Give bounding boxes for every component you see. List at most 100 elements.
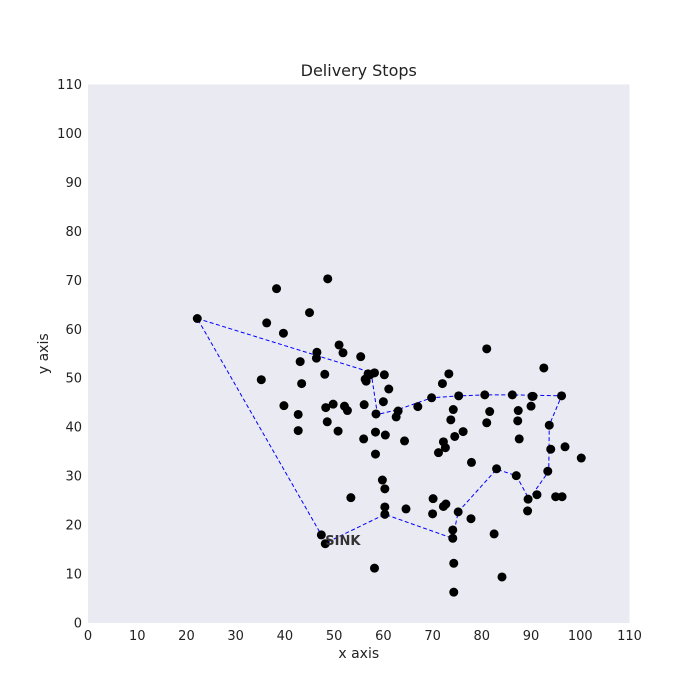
y-tick-label: 70: [65, 274, 82, 289]
x-tick-label: 20: [178, 629, 195, 644]
stop-point: [543, 466, 553, 476]
stop-point: [378, 397, 388, 407]
stop-point: [532, 490, 542, 500]
y-tick-label: 50: [65, 372, 82, 387]
stop-point: [305, 308, 315, 318]
x-tick-label: 100: [568, 629, 593, 644]
stop-point: [377, 475, 387, 485]
stop-point: [316, 530, 326, 540]
chart-title: Delivery Stops: [301, 61, 417, 80]
stop-point: [293, 426, 303, 436]
y-tick-label: 100: [57, 127, 82, 142]
stop-point: [384, 384, 394, 394]
stop-point: [448, 533, 458, 543]
stop-point: [444, 369, 454, 379]
x-tick-label: 60: [375, 629, 392, 644]
stop-point: [321, 403, 331, 413]
stop-point: [466, 514, 476, 524]
stop-point: [480, 390, 490, 400]
stop-point: [428, 494, 438, 504]
stop-point: [482, 344, 492, 354]
stop-point: [448, 525, 458, 535]
stop-point: [528, 391, 538, 401]
stop-point: [370, 449, 380, 459]
stop-point: [323, 274, 333, 284]
stop-point: [551, 492, 561, 502]
stop-point: [338, 348, 348, 358]
stop-point: [433, 448, 443, 458]
stop-point: [526, 401, 536, 411]
points-layer: [192, 274, 586, 597]
stop-point: [489, 529, 499, 539]
y-tick-label: 0: [74, 617, 82, 632]
stop-point: [279, 401, 289, 411]
stop-point: [546, 444, 556, 454]
stop-point: [448, 405, 458, 415]
stop-point: [320, 369, 330, 379]
x-tick-label: 10: [129, 629, 146, 644]
stop-point: [413, 402, 423, 412]
y-tick-label: 40: [65, 421, 82, 436]
y-tick-label: 60: [65, 323, 82, 338]
stop-point: [446, 415, 456, 425]
stop-point: [371, 409, 381, 419]
stop-point: [513, 416, 523, 426]
stop-point: [380, 502, 390, 512]
stop-point: [482, 418, 492, 428]
stop-point: [328, 399, 338, 409]
y-tick-label: 110: [57, 78, 82, 93]
y-tick-label: 10: [65, 568, 82, 583]
x-tick-label: 0: [84, 629, 92, 644]
stop-point: [544, 420, 554, 430]
stop-point: [449, 587, 459, 597]
y-axis-label: y axis: [36, 333, 52, 374]
stop-point: [523, 506, 533, 516]
stop-point: [278, 328, 288, 338]
stop-point: [453, 507, 463, 517]
stop-point: [346, 493, 356, 503]
stop-point: [370, 563, 380, 573]
y-tick-labels: 0 10 20 30 40 50 60 70 80 90 100 110: [57, 78, 82, 632]
stop-point: [272, 284, 282, 294]
route-layer: [196, 318, 563, 544]
stop-point: [311, 353, 321, 363]
stop-point: [380, 430, 390, 440]
stop-point: [320, 539, 330, 549]
stop-point: [523, 494, 533, 504]
stop-point: [441, 499, 451, 509]
stop-point: [334, 340, 344, 350]
stop-point: [370, 368, 380, 378]
stop-point: [401, 504, 411, 514]
stop-point: [454, 391, 464, 401]
x-tick-label: 30: [227, 629, 244, 644]
stop-point: [333, 426, 343, 436]
stop-point: [514, 434, 524, 444]
x-tick-label: 90: [523, 629, 540, 644]
stop-point: [262, 318, 272, 328]
stop-point: [557, 391, 567, 401]
route-line: [196, 318, 563, 544]
stop-point: [437, 379, 447, 389]
stop-point: [356, 352, 366, 362]
stop-point: [513, 406, 523, 416]
stop-point: [458, 427, 468, 437]
annotation-layer: SINK: [325, 534, 361, 549]
x-tick-label: 50: [326, 629, 343, 644]
stop-point: [256, 375, 266, 385]
stop-point: [560, 442, 570, 452]
stop-point: [359, 434, 369, 444]
stop-point: [466, 457, 476, 467]
stop-point: [297, 379, 307, 389]
stop-point: [450, 431, 460, 441]
stop-point: [539, 363, 549, 373]
stop-point: [427, 393, 437, 403]
stop-point: [379, 370, 389, 380]
stop-point: [497, 572, 507, 582]
stop-point: [322, 417, 332, 427]
stop-point: [380, 484, 390, 494]
x-axis-label: x axis: [338, 646, 379, 662]
x-tick-label: 40: [277, 629, 294, 644]
y-tick-label: 20: [65, 519, 82, 534]
stop-point: [428, 509, 438, 519]
